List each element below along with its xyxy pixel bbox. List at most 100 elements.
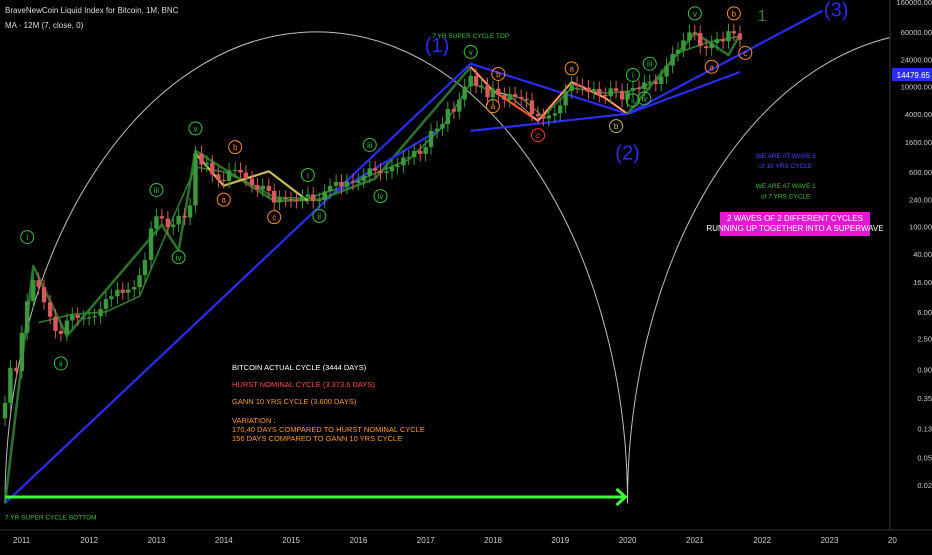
note-variation-title: VARIATION : <box>232 416 275 425</box>
y-tick-label: 0.90 <box>917 365 932 374</box>
candle-body <box>720 39 726 42</box>
candle-body <box>137 275 142 288</box>
wave-label-circle <box>53 356 68 371</box>
wave-label-circle <box>188 121 203 136</box>
x-tick-label: 2022 <box>753 536 771 545</box>
candle-body <box>636 87 642 90</box>
y-tick-label: 0.35 <box>917 394 932 403</box>
candle-body <box>204 162 210 165</box>
chart-annotation: of 7 YRS CYCLE <box>761 193 811 200</box>
candle-body <box>658 76 664 84</box>
candle-body <box>664 65 669 77</box>
x-tick-label: 2017 <box>417 536 435 545</box>
note-hurst-cycle: HURST NOMINAL CYCLE (3.373,6 DAYS) <box>232 380 375 389</box>
chart-annotation: WE ARE AT WAVE 1 <box>756 183 816 190</box>
candle-body <box>457 99 462 112</box>
wave-label-i: i <box>307 171 309 180</box>
candle-body <box>221 179 226 182</box>
candle-body <box>418 150 423 154</box>
candle-body <box>142 259 148 276</box>
y-tick-label: 10000.00 <box>901 82 932 91</box>
candle-body <box>125 289 131 293</box>
candle-body <box>109 296 114 300</box>
wave-label-iv: iv <box>378 192 384 201</box>
wave-label-b: b <box>732 9 737 18</box>
candle-body <box>731 31 737 34</box>
candle-body <box>608 88 613 97</box>
candle-body <box>327 185 333 192</box>
candle-body <box>356 180 361 183</box>
candle-body <box>603 94 608 97</box>
cycle-arc-2 <box>627 38 890 504</box>
candle-body <box>563 90 568 106</box>
candle-body <box>670 53 675 66</box>
candle-body <box>115 289 120 297</box>
candle-body <box>2 402 8 419</box>
candle-body <box>653 81 658 84</box>
candle-body <box>199 153 204 165</box>
candle-body <box>277 197 282 203</box>
chart-annotation: of 10 YRS CYCLE <box>759 163 813 170</box>
wave-label-iii: iii <box>647 60 653 69</box>
x-tick-label: 20 <box>888 536 897 545</box>
y-tick-label: 24000.00 <box>901 56 932 65</box>
wave-labels-layer: iiiiiiivvabciiiiiiivvabcabiiiiiiivvabc(1… <box>5 0 848 521</box>
candle-body <box>238 169 243 173</box>
y-tick-label: 40.00 <box>913 250 932 259</box>
candle-body <box>350 181 356 183</box>
candle-body <box>507 94 512 100</box>
y-tick-label: 0.05 <box>917 453 932 462</box>
candle-body <box>434 128 440 131</box>
candle-body <box>709 43 714 49</box>
trend-line-2 <box>4 9 824 505</box>
wave-label-circle <box>312 209 327 224</box>
wave-label-circle <box>704 59 719 74</box>
candle-body <box>36 280 41 288</box>
x-tick-label: 2013 <box>148 536 166 545</box>
wave-label-circle <box>609 119 624 134</box>
note-variation-hurst: 170,40 DAYS COMPARED TO HURST NOMINAL CY… <box>232 425 425 434</box>
candle-body <box>389 167 395 172</box>
candle-body <box>148 228 154 260</box>
candle-body <box>642 82 647 90</box>
candle-body <box>445 109 451 125</box>
y-tick-label: 240.00 <box>909 196 932 205</box>
candle-body <box>171 224 176 228</box>
candle-body <box>47 302 53 317</box>
wave-label-ii: ii <box>318 212 322 221</box>
candle-body <box>372 168 378 171</box>
wave-label-i: i <box>26 233 28 242</box>
wave-label-iv: iv <box>641 94 647 103</box>
candle-body <box>8 367 13 403</box>
wave-label-circle <box>362 137 377 152</box>
candle-body <box>698 33 703 47</box>
chart-annotation: 7 YR SUPER CYCLE TOP <box>432 33 509 40</box>
wave-label-circle <box>625 93 640 108</box>
x-tick-label: 2018 <box>484 536 502 545</box>
cycle-wave-label: 1 <box>758 8 767 25</box>
wave-label-circle <box>642 56 657 71</box>
candle-body <box>406 157 411 159</box>
candle-body <box>288 199 294 201</box>
candle-body <box>98 308 103 317</box>
candle-body <box>384 171 389 174</box>
candle-body <box>395 165 400 168</box>
candle-body <box>132 287 137 290</box>
candle-body <box>451 109 457 112</box>
candle-body <box>81 317 86 320</box>
wave-label-v: v <box>469 48 473 57</box>
wave-label-circle <box>738 45 753 60</box>
wave-label-circle <box>228 140 243 155</box>
candle-body <box>473 75 479 86</box>
x-tick-label: 2011 <box>13 536 31 545</box>
superwave-callout-box <box>720 212 870 236</box>
wave-label-iii: iii <box>154 186 160 195</box>
wave-label-b: b <box>233 143 238 152</box>
candle-body <box>41 287 47 303</box>
candle-body <box>574 83 580 86</box>
y-tick-label: 16.00 <box>913 278 932 287</box>
y-tick-label: 160000.00 <box>897 0 932 7</box>
wave-label-ii: ii <box>631 96 635 105</box>
candle-body <box>524 98 529 101</box>
